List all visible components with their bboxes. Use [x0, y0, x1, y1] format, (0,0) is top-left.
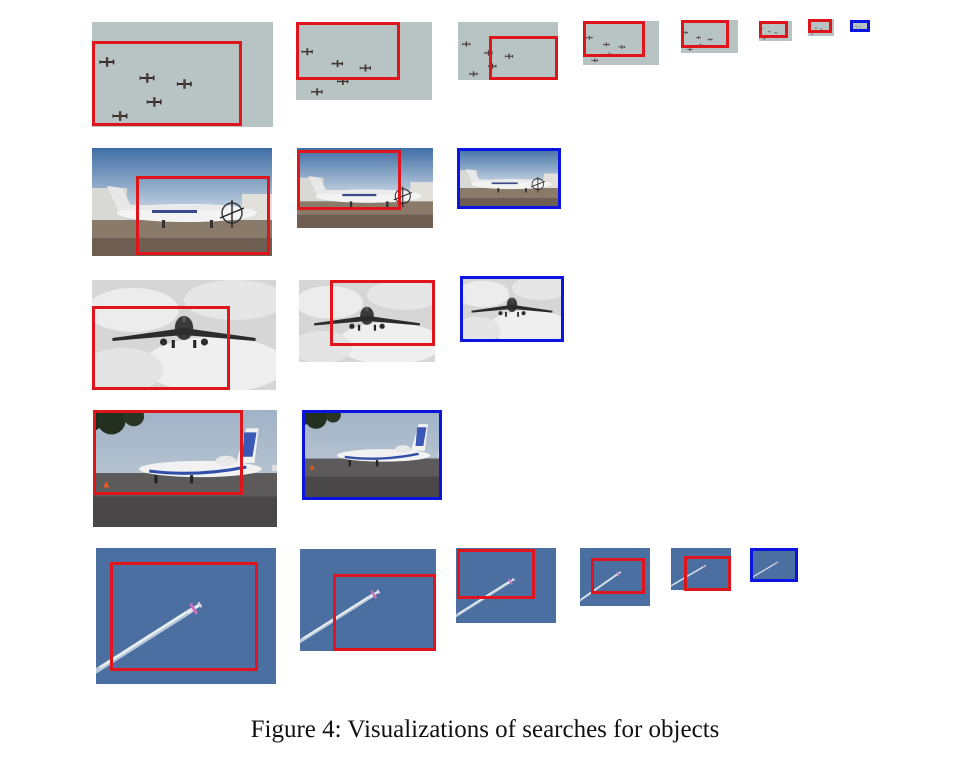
row3-step1-search-box — [92, 306, 230, 390]
row4-step1-search-box — [93, 410, 243, 495]
row1-step3-search-box — [489, 36, 558, 80]
row1-step1-search-box — [92, 41, 242, 126]
row1-step4-search-box — [583, 21, 645, 57]
row3-final-result-box — [460, 276, 564, 342]
row1-step7-search-box — [808, 19, 832, 33]
row2-final-result-box — [457, 148, 561, 209]
row1-final-result-box — [850, 20, 870, 32]
row1-step5-search-box — [681, 20, 729, 48]
row2-step2-search-box — [297, 150, 401, 210]
row1-step6-search-box — [759, 21, 788, 38]
row5-step1-search-box — [110, 562, 258, 671]
row5-step2-search-box — [333, 574, 436, 651]
row5-step3-search-box — [457, 549, 535, 599]
row5-step4-search-box — [591, 558, 645, 594]
row4-final-result-box — [302, 410, 442, 500]
figure-caption: Figure 4: Visualizations of searches for… — [250, 716, 720, 743]
row1-step2-search-box — [296, 22, 400, 80]
row3-step2-search-box — [330, 280, 435, 346]
row5-step5-search-box — [684, 556, 731, 591]
row5-final-result-box — [750, 548, 798, 582]
row2-step1-search-box — [136, 176, 270, 255]
